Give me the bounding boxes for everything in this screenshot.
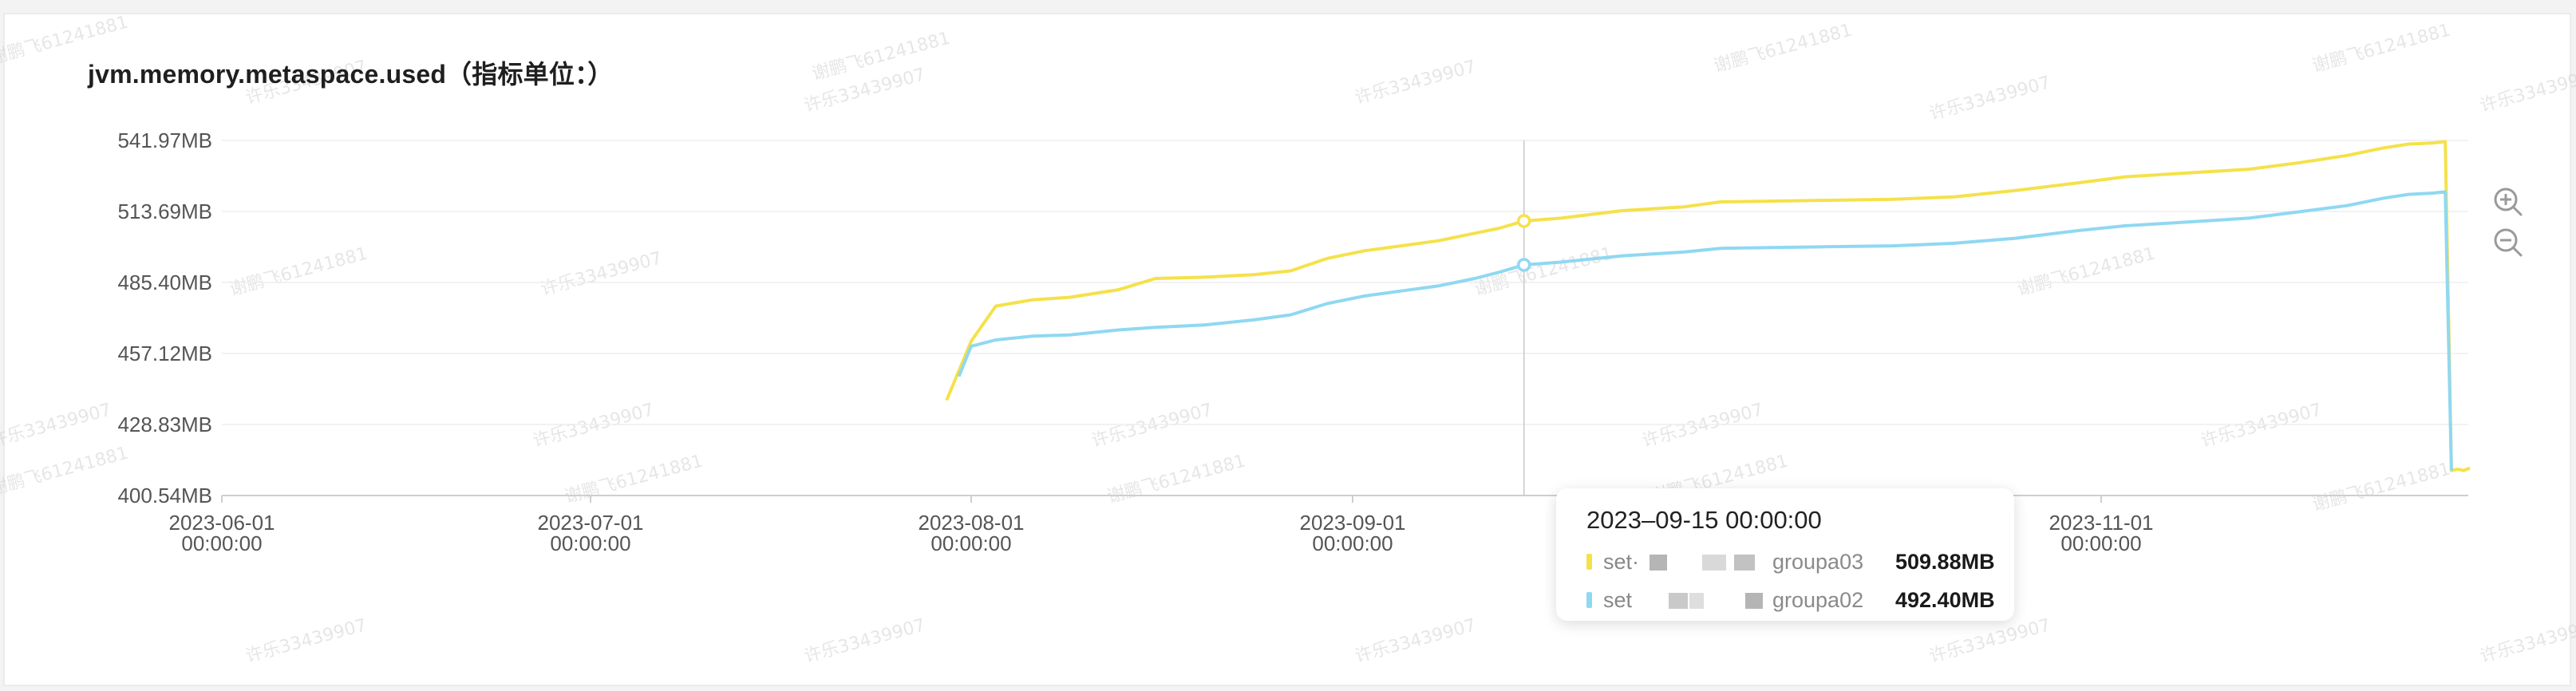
legend-swatch bbox=[1586, 554, 1592, 570]
x-tick-label: 2023-06-01 bbox=[169, 511, 275, 535]
tooltip-series-value: 492.40MB bbox=[1895, 587, 1995, 612]
watermark-text: 许乐33439907 bbox=[1640, 400, 1765, 452]
watermark-text: 许乐33439907 bbox=[2478, 65, 2576, 116]
x-tick-label: 00:00:00 bbox=[1312, 531, 1393, 555]
series-line-groupa03 bbox=[945, 140, 2471, 472]
watermark-text: 许乐33439907 bbox=[539, 248, 664, 300]
tooltip-series-name: groupa03 bbox=[1772, 549, 1864, 574]
y-tick-label: 541.97MB bbox=[117, 128, 212, 152]
watermark-text: 许乐33439907 bbox=[2478, 615, 2576, 667]
y-tick-label: 400.54MB bbox=[117, 484, 212, 507]
watermark-text: 谢鹏飞61241881 bbox=[2310, 21, 2452, 77]
watermark-text: 谢鹏飞61241881 bbox=[2015, 244, 2157, 300]
watermark-text: 谢鹏飞61241881 bbox=[1472, 244, 1614, 300]
watermark-text: 许乐33439907 bbox=[2199, 400, 2324, 452]
tooltip-time: 2023–09-15 00:00:00 bbox=[1586, 506, 1822, 534]
watermark-text: 谢鹏飞61241881 bbox=[1105, 452, 1247, 507]
chart-title: jvm.memory.metaspace.used（指标单位：） bbox=[88, 60, 614, 89]
watermark-text: 许乐33439907 bbox=[1353, 57, 1478, 109]
y-tick-label: 428.83MB bbox=[117, 413, 212, 436]
tooltip-series-prefix: set bbox=[1603, 587, 1633, 612]
watermark-text: 谢鹏飞61241881 bbox=[227, 244, 369, 300]
watermark-text: 许乐33439907 bbox=[1089, 400, 1215, 452]
tooltip-series-name: groupa02 bbox=[1772, 587, 1864, 612]
y-tick-label: 513.69MB bbox=[117, 199, 212, 223]
cursor-point bbox=[1516, 214, 1531, 228]
zoom-in-button[interactable] bbox=[2491, 184, 2526, 219]
x-tick-label: 00:00:00 bbox=[2060, 531, 2141, 555]
x-tick-label: 2023-08-01 bbox=[919, 511, 1025, 535]
redacted-block bbox=[1638, 588, 1772, 612]
x-tick-label: 00:00:00 bbox=[930, 531, 1011, 555]
watermark-text: 许乐33439907 bbox=[531, 400, 656, 452]
tooltip-series-prefix: set· bbox=[1603, 549, 1640, 574]
watermark-text: 许乐33439907 bbox=[1353, 615, 1478, 667]
series-line-groupa02 bbox=[957, 190, 2453, 471]
watermark-text: 许乐33439907 bbox=[802, 615, 927, 667]
watermark-text: 谢鹏飞61241881 bbox=[0, 444, 130, 499]
watermark-text: 谢鹏飞61241881 bbox=[563, 452, 705, 507]
watermark-text: 许乐33439907 bbox=[1927, 615, 2053, 667]
legend-swatch bbox=[1586, 592, 1592, 608]
x-tick-label: 2023-11-01 bbox=[2049, 511, 2153, 535]
tooltip-series-value: 509.88MB bbox=[1895, 549, 1995, 574]
zoom-out-button[interactable] bbox=[2491, 225, 2526, 260]
watermark-text: 许乐33439907 bbox=[243, 615, 369, 667]
watermark-text: 谢鹏飞61241881 bbox=[1712, 21, 1854, 77]
x-tick-label: 2023-07-01 bbox=[538, 511, 644, 535]
watermark-text: 许乐33439907 bbox=[1927, 73, 2053, 124]
cursor-point bbox=[1516, 258, 1531, 272]
tooltip-row: set groupa02 492.40MB bbox=[1572, 581, 1998, 619]
tooltip-row: set· groupa03 509.88MB bbox=[1572, 543, 1998, 581]
x-tick-label: 00:00:00 bbox=[181, 531, 262, 555]
zoom-in-icon bbox=[2494, 188, 2523, 216]
chart-panel bbox=[3, 13, 2571, 686]
y-tick-label: 457.12MB bbox=[117, 342, 212, 365]
zoom-out-icon bbox=[2494, 228, 2523, 257]
watermark-text: 谢鹏飞61241881 bbox=[2310, 460, 2452, 515]
x-tick-label: 00:00:00 bbox=[550, 531, 630, 555]
y-tick-label: 485.40MB bbox=[117, 270, 212, 294]
chart-tooltip: 2023–09-15 00:00:00 set· groupa03 509.88… bbox=[1556, 488, 2014, 621]
x-tick-label: 2023-09-01 bbox=[1300, 511, 1406, 535]
redacted-block bbox=[1638, 550, 1772, 574]
watermark-text: 许乐33439907 bbox=[0, 400, 113, 452]
